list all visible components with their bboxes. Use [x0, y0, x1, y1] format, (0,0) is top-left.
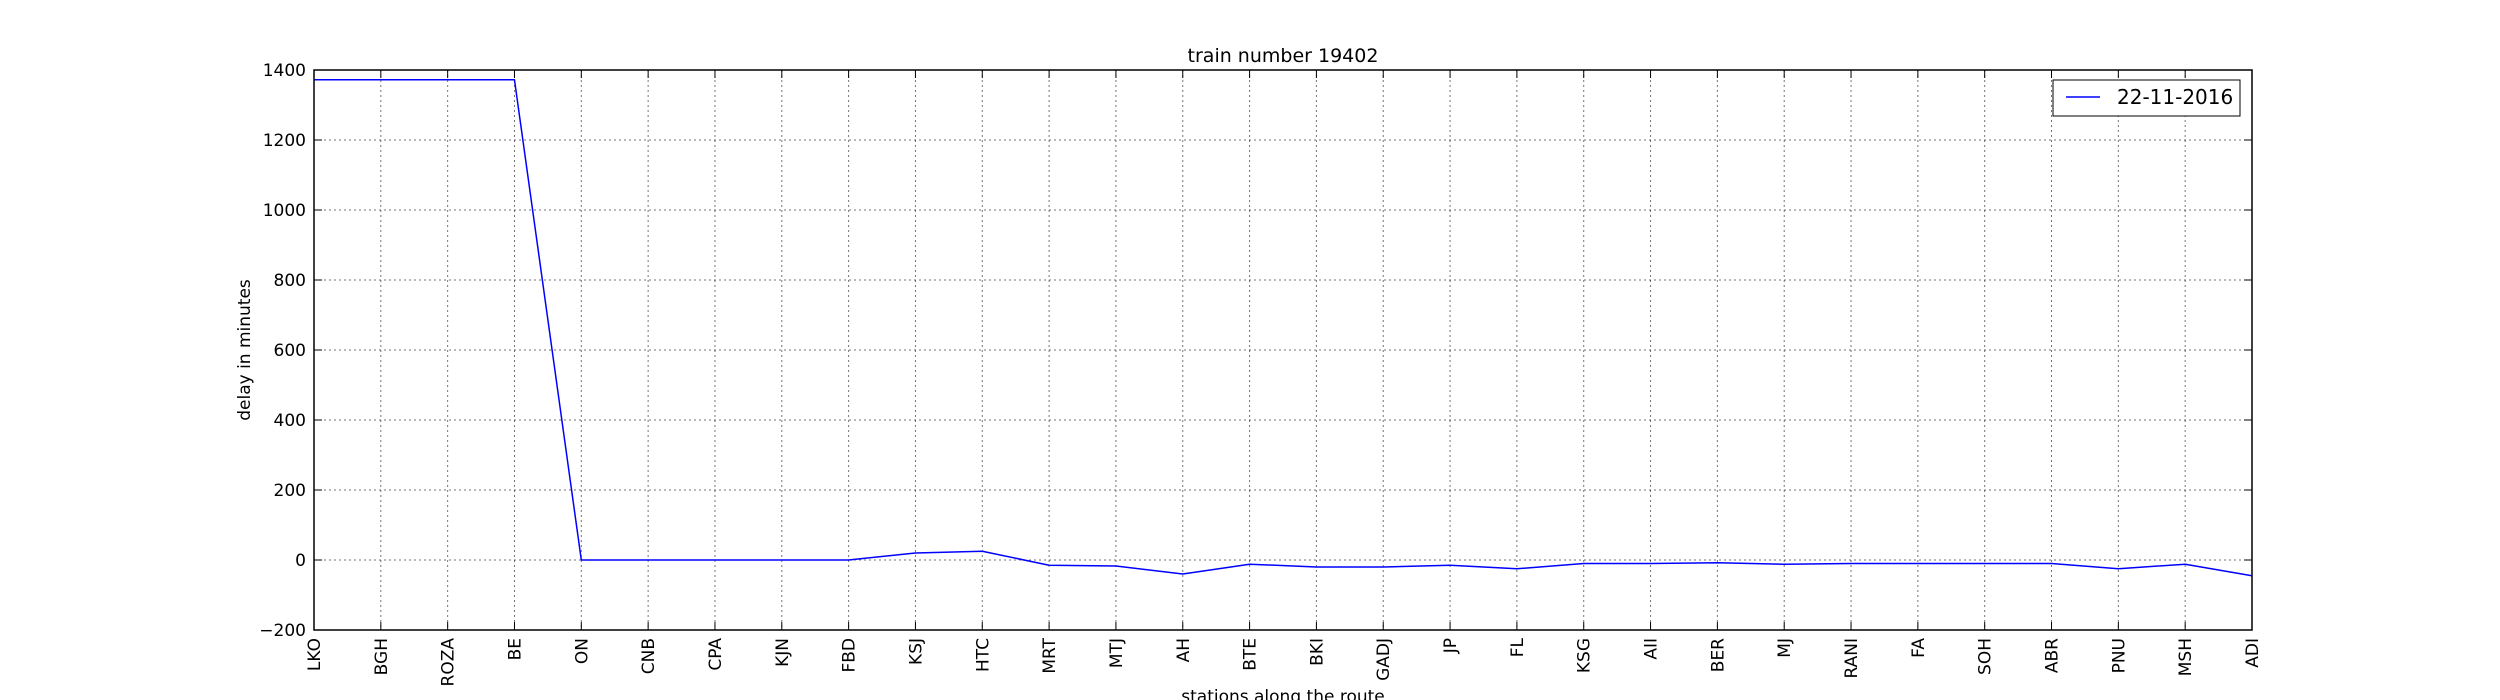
x-tick-label: BGH	[372, 638, 392, 675]
x-tick-label: FA	[1909, 638, 1929, 658]
data-point	[2051, 563, 2053, 565]
data-point	[2117, 568, 2119, 570]
x-tick-label: GADJ	[1374, 638, 1394, 681]
data-point	[1783, 563, 1785, 565]
y-tick-label: 800	[274, 271, 306, 291]
data-point	[1249, 563, 1251, 565]
data-point	[1182, 573, 1184, 575]
data-point	[1984, 563, 1986, 565]
y-tick-label: 400	[274, 411, 306, 431]
y-tick-label: −200	[259, 621, 306, 641]
x-tick-label: AII	[1642, 638, 1662, 660]
y-tick-label: 1200	[263, 131, 306, 151]
data-point	[1048, 564, 1050, 566]
x-tick-label: FL	[1508, 637, 1528, 657]
x-tick-label: KSG	[1575, 638, 1595, 673]
data-point	[1583, 563, 1585, 565]
data-point	[848, 559, 850, 561]
x-tick-label: BE	[505, 638, 525, 660]
chart-title: train number 19402	[1188, 45, 1379, 67]
data-point	[1650, 563, 1652, 565]
data-point	[981, 550, 983, 552]
data-point	[914, 552, 916, 554]
data-point	[380, 79, 382, 81]
x-tick-label: ON	[572, 638, 592, 664]
x-axis-label: stations along the route	[1181, 687, 1385, 700]
legend-label: 22-11-2016	[2117, 85, 2233, 109]
y-tick-label: 600	[274, 341, 306, 361]
data-point	[1917, 563, 1919, 565]
data-point	[1850, 563, 1852, 565]
data-point	[580, 559, 582, 561]
x-tick-label: ABR	[2043, 638, 2063, 673]
x-tick-label: CPA	[706, 638, 726, 671]
y-axis-label: delay in minutes	[235, 279, 255, 421]
x-tick-label: ADI	[2243, 638, 2263, 668]
x-tick-label: BKI	[1307, 638, 1327, 666]
x-tick-label: BTE	[1241, 638, 1261, 671]
grid-lines	[314, 70, 2252, 630]
x-tick-label: HTC	[973, 638, 993, 672]
y-tick-label: 1400	[263, 61, 306, 81]
x-tick-label: SOH	[1976, 638, 1996, 675]
series-line	[314, 79, 2253, 577]
axis-ticks: −200 0 200 400 600 800 1000 1200 1400 LKO BGH ROZA B…	[259, 61, 2263, 686]
data-point	[781, 559, 783, 561]
data-point	[1516, 568, 1518, 570]
data-point	[1449, 564, 1451, 566]
x-tick-label: AH	[1174, 638, 1194, 662]
x-tick-label: MJ	[1775, 638, 1795, 658]
x-tick-label: KSJ	[906, 638, 926, 665]
data-point	[513, 79, 515, 81]
x-tick-label: KJN	[773, 638, 793, 667]
x-tick-label: CNB	[639, 638, 659, 674]
data-point	[1382, 566, 1384, 568]
x-tick-label: BER	[1708, 638, 1728, 672]
y-tick-label: 1000	[263, 201, 306, 221]
legend: 22-11-2016	[2052, 79, 2241, 117]
data-point	[714, 559, 716, 561]
data-point	[2184, 563, 2186, 565]
data-point	[447, 79, 449, 81]
x-tick-label: LKO	[305, 638, 325, 671]
data-point	[1716, 562, 1718, 564]
x-tick-label: ROZA	[439, 638, 459, 687]
x-tick-label: FBD	[840, 638, 860, 673]
legend-box	[2052, 79, 2241, 117]
data-point	[647, 559, 649, 561]
x-tick-label: RANI	[1842, 638, 1862, 678]
x-tick-label: MSH	[2176, 638, 2196, 676]
series-layer	[314, 79, 2253, 577]
x-tick-label: MTJ	[1107, 638, 1127, 668]
x-tick-label: PNU	[2109, 638, 2129, 673]
x-tick-label: JP	[1441, 638, 1461, 654]
data-point	[1115, 565, 1117, 567]
y-tick-label: 200	[274, 481, 306, 501]
y-tick-label: 0	[295, 551, 306, 571]
data-point	[1315, 566, 1317, 568]
x-tick-label: MRT	[1040, 637, 1060, 673]
